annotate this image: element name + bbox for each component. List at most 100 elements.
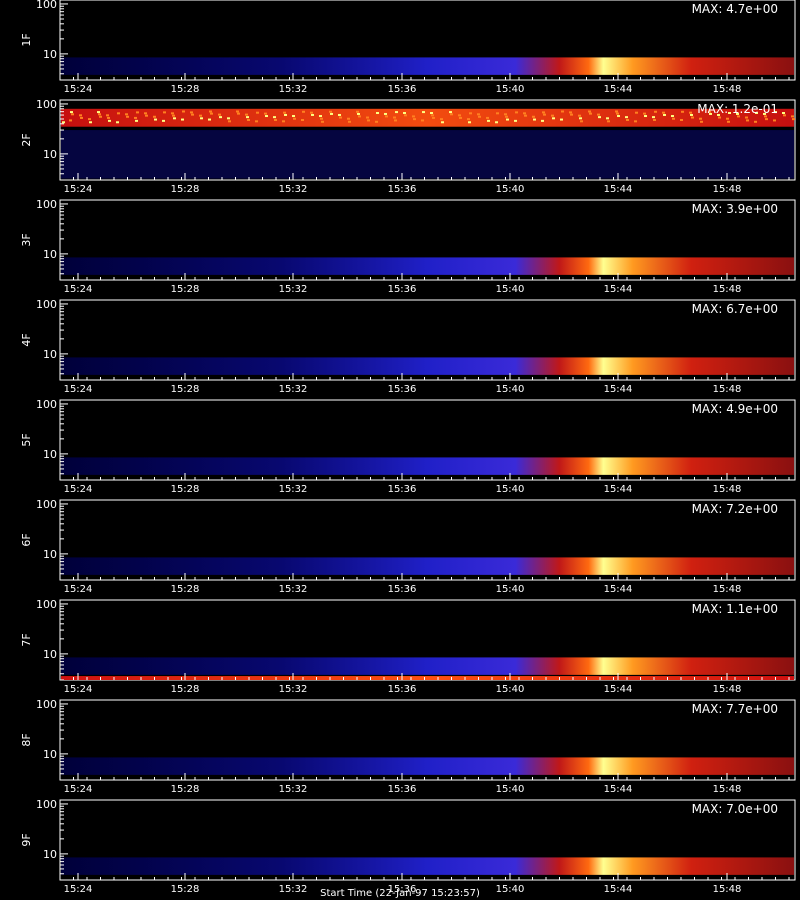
emission-speck [283, 111, 286, 114]
emission-speck [227, 117, 230, 120]
emission-speck [367, 119, 370, 122]
emission-speck [634, 120, 637, 123]
emission-speck [172, 114, 175, 117]
y-tick-label: 100 [36, 398, 57, 411]
x-tick-label: 15:36 [388, 784, 417, 795]
emission-speck [116, 121, 119, 124]
emission-speck [773, 119, 776, 122]
emission-band [61, 108, 794, 127]
emission-speck [765, 118, 768, 121]
emission-speck [459, 116, 462, 119]
y-tick-label: 100 [36, 0, 57, 11]
emission-speck [274, 118, 277, 121]
emission-speck [662, 111, 665, 114]
emission-speck [746, 119, 749, 122]
x-tick-label: 15:48 [713, 684, 742, 695]
panel-7f: 10 100 7F MAX: 1.1e+00 15:24 15:28 15:32 15:36 1… [20, 598, 796, 695]
x-tick-label: 15:32 [279, 384, 308, 395]
x-tick-label: 15:36 [388, 284, 417, 295]
emission-speck [237, 112, 240, 115]
x-tick-label: 15:24 [64, 584, 93, 595]
x-tick-label: 15:24 [64, 884, 93, 895]
emission-speck [552, 117, 555, 120]
emission-speck [293, 117, 296, 120]
y-tick-label: 10 [43, 148, 57, 161]
y-tick-label: 10 [43, 348, 57, 361]
max-annotation: MAX: 4.9e+00 [692, 402, 778, 416]
emission-speck [246, 116, 249, 119]
emission-speck [422, 111, 425, 114]
emission-speck [469, 112, 472, 115]
y-tick-label: 10 [43, 848, 57, 861]
emission-speck [431, 114, 434, 117]
emission-speck [89, 121, 92, 124]
emission-speck [136, 111, 139, 114]
emission-speck [108, 119, 111, 122]
emission-speck [561, 110, 564, 113]
emission-speck [265, 115, 268, 118]
x-tick-label: 15:32 [279, 84, 308, 95]
emission-speck [218, 113, 221, 116]
emission-speck [745, 116, 748, 119]
emission-speck [652, 116, 655, 119]
emission-speck [385, 115, 388, 118]
x-tick-label: 15:36 [388, 84, 417, 95]
x-tick-label: 15:48 [713, 884, 742, 895]
emission-speck [699, 117, 702, 120]
emission-speck [264, 112, 267, 115]
emission-speck [570, 113, 573, 116]
y-tick-label: 100 [36, 698, 57, 711]
emission-speck [403, 112, 406, 115]
panel-label: 2F [20, 133, 33, 146]
x-tick-label: 15:36 [388, 684, 417, 695]
emission-speck [718, 116, 721, 119]
emission-band [61, 757, 794, 775]
emission-speck [774, 111, 777, 114]
emission-speck [219, 116, 222, 119]
y-tick-label: 100 [36, 498, 57, 511]
emission-speck [515, 111, 518, 114]
emission-speck [144, 112, 147, 115]
emission-speck [726, 117, 729, 120]
emission-speck [727, 120, 730, 123]
panel-label: 4F [20, 333, 33, 346]
low-freq-band [61, 676, 794, 680]
emission-speck [792, 118, 795, 121]
emission-speck [135, 119, 138, 122]
x-tick-label: 15:36 [388, 884, 417, 895]
y-tick-label: 10 [43, 448, 57, 461]
emission-speck [505, 115, 508, 118]
x-tick-label: 15:28 [171, 784, 200, 795]
emission-speck [578, 114, 581, 117]
emission-speck [358, 115, 361, 118]
emission-speck [413, 118, 416, 121]
x-tick-label: 15:36 [388, 584, 417, 595]
x-tick-label: 15:28 [171, 484, 200, 495]
emission-speck [404, 114, 407, 117]
emission-speck [393, 116, 396, 119]
emission-speck [339, 116, 342, 119]
emission-speck [182, 110, 185, 113]
x-tick-label: 15:48 [713, 84, 742, 95]
emission-speck [450, 113, 453, 116]
emission-speck [672, 117, 675, 120]
emission-speck [70, 111, 73, 114]
emission-speck [541, 119, 544, 122]
emission-speck [700, 120, 703, 123]
panel-label: 7F [20, 633, 33, 646]
emission-speck [302, 110, 305, 113]
panel-2f: 10 100 2F MAX: 1.2e-01 15:24 15:28 15:32 15:36 1… [20, 98, 796, 195]
emission-speck [626, 118, 629, 121]
x-tick-label: 15:28 [171, 84, 200, 95]
emission-speck [736, 112, 739, 115]
panel-label: 9F [20, 833, 33, 846]
panel-label: 3F [20, 233, 33, 246]
emission-speck [69, 119, 72, 122]
y-tick-label: 100 [36, 98, 57, 111]
emission-speck [532, 115, 535, 118]
emission-speck [154, 118, 157, 121]
emission-speck [653, 118, 656, 121]
y-tick-label: 10 [43, 248, 57, 261]
panel-5f: 10 100 5F MAX: 4.9e+00 15:24 15:28 15:32 15:36 1… [20, 398, 796, 495]
